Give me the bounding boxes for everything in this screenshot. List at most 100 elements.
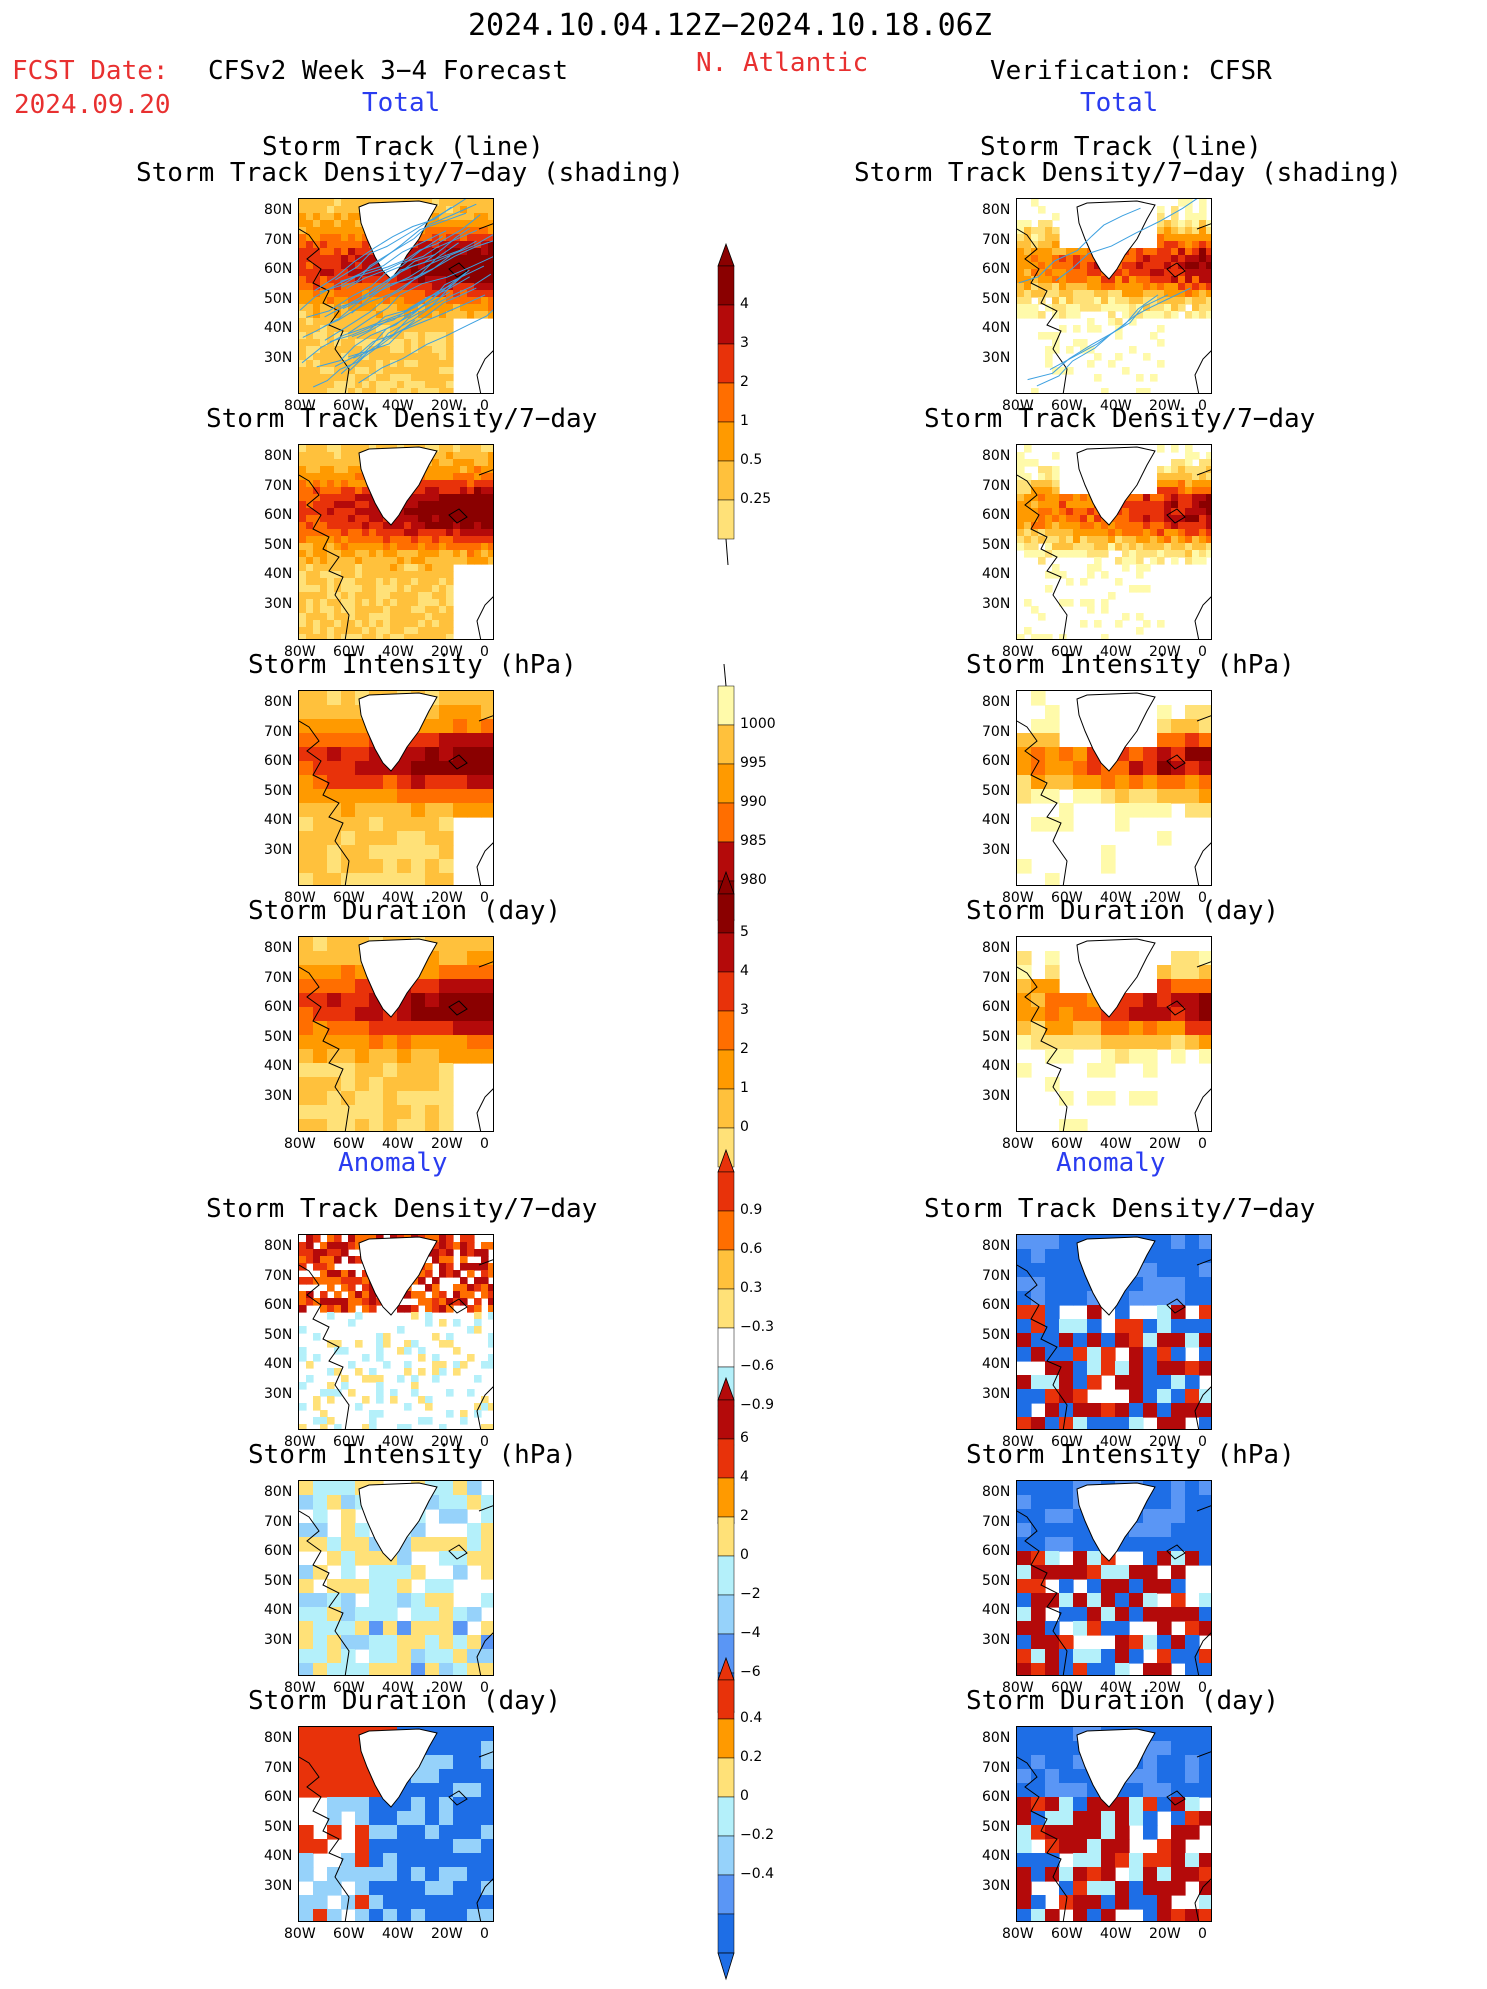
y-tick-label: 60N <box>982 999 1011 1015</box>
colorbar-swatch <box>717 685 735 726</box>
map-density-total-left <box>298 444 494 640</box>
storm-track-line <box>323 255 451 328</box>
x-tick-label: 40W <box>382 890 414 906</box>
colorbar-tick-label: 0.6 <box>740 1241 763 1257</box>
x-tick-label: 0 <box>480 1680 489 1696</box>
colorbar-swatch <box>717 1438 735 1479</box>
coastline <box>1017 469 1211 639</box>
colorbar-swatch <box>717 421 735 462</box>
colorbar-tick-label: 4 <box>740 296 749 312</box>
x-tick-label: 20W <box>431 1434 463 1450</box>
title-intensity-right: Storm Intensity (hPa) <box>966 650 1295 680</box>
y-tick-label: 60N <box>982 1297 1011 1313</box>
x-tick-label: 0 <box>480 644 489 660</box>
x-tick-label: 40W <box>1100 644 1132 660</box>
greenland-outline <box>358 1236 438 1316</box>
y-tick-label: 60N <box>264 261 293 277</box>
map-intensity-anom-left <box>298 1480 494 1676</box>
title-duration-left: Storm Duration (day) <box>248 896 562 926</box>
colorbar-tick-label: 0.2 <box>740 1749 763 1765</box>
storm-track-line <box>335 199 467 281</box>
colorbar-swatch <box>717 460 735 501</box>
greenland-outline <box>1076 1728 1156 1808</box>
y-tick-label: 50N <box>264 1028 293 1045</box>
y-tick-label: 50N <box>264 782 293 799</box>
title-track-shading-left: Storm Track Density/7−day (shading) <box>136 158 684 188</box>
storm-track-line <box>347 256 493 334</box>
x-tick-label: 40W <box>1100 890 1132 906</box>
y-tick-label: 80N <box>264 1238 293 1254</box>
y-tick-label: 40N <box>982 1602 1011 1618</box>
x-tick-label: 80W <box>1002 1434 1034 1450</box>
map-duration-total-left <box>298 936 494 1132</box>
storm-track-line <box>334 276 470 367</box>
colorbar-swatch <box>717 1913 735 1954</box>
colorbar-swatch <box>717 1288 735 1329</box>
y-tick-label: 70N <box>982 1759 1011 1776</box>
x-tick-label: 20W <box>431 398 463 414</box>
storm-track-line <box>324 242 459 341</box>
storm-track-line <box>353 273 492 359</box>
x-tick-label: 0 <box>1198 398 1207 414</box>
x-tick-label: 80W <box>1002 398 1034 414</box>
colorbar-tick-label: 2 <box>740 1041 749 1057</box>
y-tick-label: 60N <box>264 753 293 769</box>
colorbar-swatch <box>717 763 735 804</box>
title-track-line-right: Storm Track (line) <box>980 132 1262 162</box>
storm-track-line <box>1018 207 1141 284</box>
x-tick-label: 20W <box>1149 1434 1181 1450</box>
x-tick-label: 20W <box>431 1136 463 1152</box>
y-tick-label: 80N <box>982 1484 1011 1500</box>
region-title: N. Atlantic <box>696 48 869 78</box>
colorbar-tick-label: 1 <box>740 413 749 429</box>
title-track-line-left: Storm Track (line) <box>262 132 544 162</box>
y-tick-label: 40N <box>982 812 1011 828</box>
colorbar-tick-label: 3 <box>740 1002 749 1018</box>
colorbar-tick-label: 4 <box>740 1469 749 1485</box>
x-tick-label: 80W <box>284 890 316 906</box>
colorbar-swatch <box>717 499 735 540</box>
storm-track-line <box>351 269 470 338</box>
x-tick-label: 60W <box>1051 1136 1083 1152</box>
y-tick-label: 50N <box>264 1572 293 1589</box>
colorbar-swatch <box>717 724 735 765</box>
colorbar-density_total <box>717 242 735 566</box>
colorbar-swatch <box>717 1555 735 1596</box>
x-tick-label: 0 <box>480 890 489 906</box>
y-tick-label: 70N <box>264 1759 293 1776</box>
x-tick-label: 0 <box>1198 890 1207 906</box>
storm-track-line <box>348 287 477 358</box>
colorbar-swatch <box>717 1210 735 1251</box>
colorbar-tick-label: −0.4 <box>740 1866 774 1882</box>
y-tick-label: 80N <box>982 1238 1011 1254</box>
x-tick-label: 0 <box>480 1434 489 1450</box>
x-tick-label: 40W <box>382 644 414 660</box>
storm-track-line <box>299 230 447 311</box>
colorbar-tick-label: 3 <box>740 335 749 351</box>
storm-track-line <box>341 203 477 288</box>
y-tick-label: 30N <box>982 1631 1011 1648</box>
x-tick-label: 20W <box>431 1926 463 1942</box>
coastline <box>299 1751 493 1921</box>
y-tick-label: 40N <box>264 1602 293 1618</box>
x-tick-label: 0 <box>480 1136 489 1152</box>
total-label-right: Total <box>1080 88 1159 118</box>
x-tick-label: 0 <box>1198 1680 1207 1696</box>
y-tick-label: 70N <box>264 1267 293 1284</box>
coastline <box>299 1259 493 1429</box>
x-tick-label: 40W <box>1100 1680 1132 1696</box>
x-tick-label: 20W <box>1149 398 1181 414</box>
y-tick-label: 80N <box>264 1484 293 1500</box>
y-tick-label: 60N <box>264 1543 293 1559</box>
storm-track-line <box>349 294 486 371</box>
y-tick-label: 80N <box>264 1730 293 1746</box>
coastline <box>1017 1259 1211 1429</box>
x-tick-label: 60W <box>333 1680 365 1696</box>
colorbar-swatch <box>717 1718 735 1759</box>
map-density-anom-right <box>1016 1234 1212 1430</box>
colorbar-tick-label: −6 <box>740 1664 761 1680</box>
x-tick-label: 0 <box>480 1926 489 1942</box>
storm-track-line <box>302 253 436 338</box>
coastline <box>299 961 493 1131</box>
storm-track-line <box>337 234 493 308</box>
